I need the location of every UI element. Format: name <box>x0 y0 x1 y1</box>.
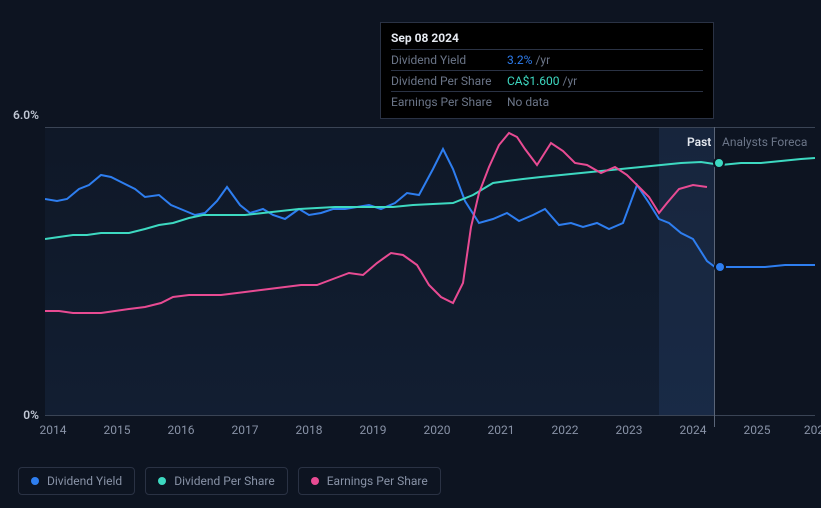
x-axis-tick: 2022 <box>552 423 579 437</box>
tooltip-unit: /yr <box>535 53 550 67</box>
x-axis-tick: 2023 <box>616 423 643 437</box>
tooltip-unit: /yr <box>563 74 578 88</box>
tooltip-row: Dividend Per ShareCA$1.600/yr <box>391 70 703 91</box>
legend-item[interactable]: Dividend Per Share <box>145 467 288 495</box>
x-axis-tick: 2016 <box>168 423 195 437</box>
y-axis-min-label: 0% <box>23 408 39 422</box>
tooltip-row: Earnings Per ShareNo data <box>391 91 703 112</box>
x-axis-tick: 2019 <box>360 423 387 437</box>
x-axis-tick: 2014 <box>40 423 67 437</box>
chart-tooltip: Sep 08 2024 Dividend Yield3.2%/yrDividen… <box>380 22 714 119</box>
legend-item[interactable]: Earnings Per Share <box>298 467 441 495</box>
series-line <box>45 149 815 267</box>
legend-label: Earnings Per Share <box>327 474 428 488</box>
legend-label: Dividend Per Share <box>174 474 275 488</box>
series-line <box>45 133 707 313</box>
legend-dot-icon <box>158 477 166 485</box>
x-axis-tick: 2020 <box>424 423 451 437</box>
x-axis-tick: 2024 <box>680 423 707 437</box>
x-axis-tick: 2017 <box>232 423 259 437</box>
x-axis-line <box>45 415 815 416</box>
tooltip-row: Dividend Yield3.2%/yr <box>391 49 703 70</box>
tooltip-date: Sep 08 2024 <box>391 29 703 49</box>
chart-legend: Dividend Yield Dividend Per Share Earnings… <box>18 467 441 495</box>
tooltip-key: Dividend Yield <box>391 53 507 67</box>
series-marker <box>714 158 724 168</box>
x-axis-tick: 202 <box>804 423 821 437</box>
x-axis-tick: 2025 <box>744 423 771 437</box>
tooltip-value: CA$1.600 <box>507 74 560 88</box>
chart-svg <box>45 115 815 415</box>
y-axis-max-label: 6.0% <box>13 108 39 122</box>
series-line <box>45 158 815 239</box>
x-axis-tick: 2018 <box>296 423 323 437</box>
legend-label: Dividend Yield <box>47 474 122 488</box>
tooltip-value: 3.2% <box>507 53 532 67</box>
tooltip-key: Earnings Per Share <box>391 95 507 109</box>
tooltip-key: Dividend Per Share <box>391 74 507 88</box>
series-marker <box>715 262 725 272</box>
legend-dot-icon <box>31 477 39 485</box>
x-axis-tick: 2015 <box>104 423 131 437</box>
tooltip-value: No data <box>507 95 549 109</box>
x-axis-tick: 2021 <box>488 423 515 437</box>
legend-item[interactable]: Dividend Yield <box>18 467 135 495</box>
legend-dot-icon <box>311 477 319 485</box>
